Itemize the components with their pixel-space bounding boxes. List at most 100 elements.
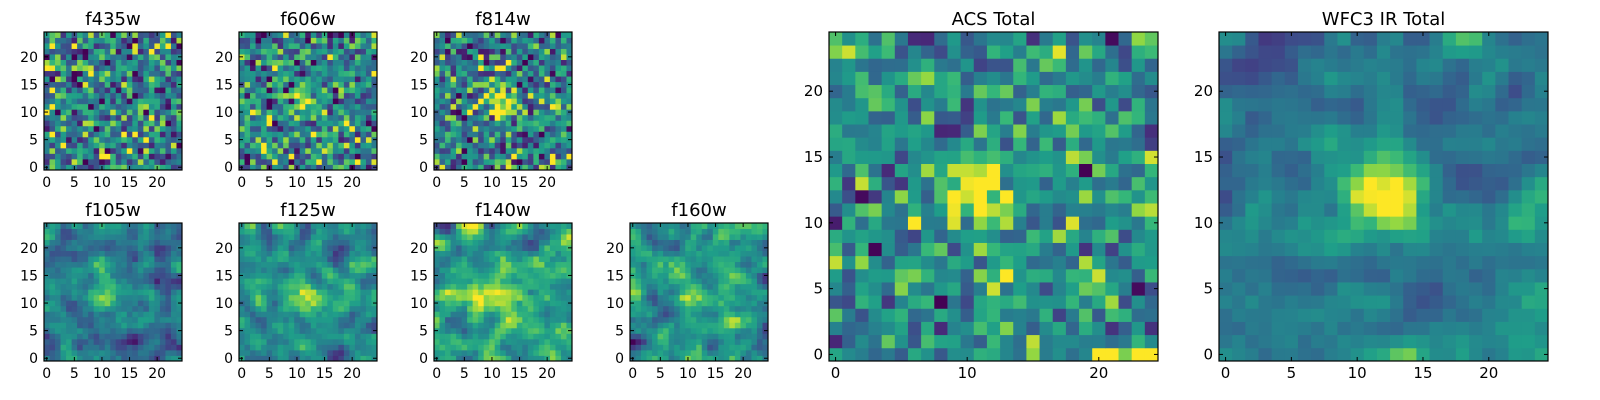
heatmap-cell [566,92,573,99]
heatmap-cell [657,338,664,345]
heatmap-cell [630,311,636,318]
heatmap-cell [516,305,523,312]
heatmap-cell [679,311,686,318]
heatmap-cell [310,147,317,154]
heatmap-cell [894,282,909,296]
heatmap-cell [244,316,251,323]
heatmap-cell [365,136,372,143]
heatmap-cell [176,48,183,55]
heatmap-cell [511,250,518,257]
heatmap-cell [434,125,440,132]
heatmap-cell [461,59,468,66]
heatmap-cell [349,65,356,72]
heatmap-cell [354,239,361,246]
heatmap-cell [305,289,312,296]
heatmap-cell [170,37,177,44]
heatmap-cell [176,98,183,105]
heatmap-cell [239,120,245,127]
heatmap-cell [154,234,161,240]
heatmap-cell [110,54,117,60]
heatmap-cell [115,70,122,77]
heatmap-cell [740,349,747,356]
heatmap-cell [842,347,856,362]
heatmap-cell [299,333,306,340]
heatmap-cell [143,32,150,38]
heatmap-cell [88,131,95,138]
heatmap-cell [1026,282,1040,296]
heatmap-cell [148,344,155,351]
heatmap-cell [288,81,295,88]
heatmap-cell [365,267,372,274]
heatmap-cell [365,70,372,77]
heatmap-cell [745,294,752,301]
heatmap-cell [338,164,345,171]
heatmap-cell [121,103,128,110]
heatmap-cell [255,43,262,49]
heatmap-cell [327,164,334,171]
heatmap-cell [343,349,350,356]
heatmap-cell [740,267,747,274]
heatmap-cell [60,136,67,143]
heatmap-cell [88,65,95,72]
heatmap-cell [679,272,686,279]
heatmap-cell [907,255,922,270]
heatmap-cell [305,153,312,160]
heatmap-cell [646,327,653,334]
heatmap-cell [349,272,356,279]
heatmap-cell [126,322,133,329]
heatmap-cell [630,256,636,263]
heatmap-cell [472,87,479,94]
heatmap-cell [277,48,284,55]
heatmap-cell [239,344,245,351]
heatmap-cell [483,228,490,235]
heatmap-cell [555,300,562,307]
heatmap-cell [456,70,462,77]
heatmap-cell [500,316,507,323]
heatmap-cell [723,256,730,263]
heatmap-cell [88,87,95,94]
heatmap-cell [712,311,719,318]
heatmap-cell [707,305,714,312]
heatmap-cell [657,327,664,334]
heatmap-cell [483,245,490,251]
heatmap-cell [1092,282,1106,296]
heatmap-cell [494,305,501,312]
heatmap-cell [154,272,161,279]
heatmap-cell [842,150,856,164]
heatmap-cell [566,349,573,356]
heatmap-cell [371,103,378,110]
heatmap-cell [261,37,267,44]
heatmap-cell [244,142,251,149]
heatmap-cell [338,245,345,251]
heatmap-cell [283,109,290,116]
heatmap-cell [321,136,328,143]
heatmap-cell [115,32,122,38]
heatmap-cell [338,136,345,143]
heatmap-cell [110,267,117,274]
heatmap-cell [729,278,736,285]
heatmap-cell [176,311,183,318]
heatmap-cell [60,316,67,323]
heatmap-cell [49,65,56,72]
heatmap-cell [137,37,144,44]
heatmap-cell [494,59,501,66]
heatmap-cell [1105,321,1119,336]
heatmap-cell [549,289,556,296]
heatmap-cell [679,256,686,263]
heatmap-cell [635,250,642,257]
heatmap-cell [277,327,284,334]
heatmap-cell [544,103,551,110]
heatmap-cell [483,92,490,99]
heatmap-cell [49,283,56,290]
heatmap-cell [461,98,468,105]
heatmap-cell [434,250,440,257]
heatmap-cell [349,228,356,235]
heatmap-cell [1079,229,1093,243]
heatmap-cell [310,322,317,329]
heatmap-cell [921,321,935,336]
heatmap-cell [478,250,485,257]
heatmap-cell [126,289,133,296]
heatmap-cell [305,142,312,149]
heatmap-cell [354,103,361,110]
